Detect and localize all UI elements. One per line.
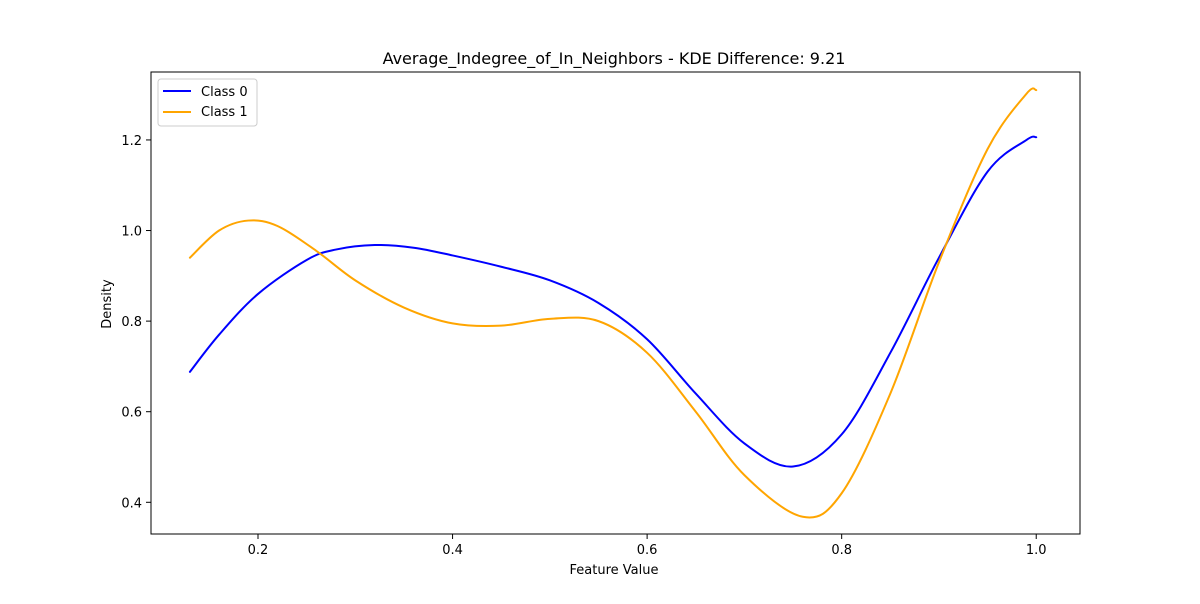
- series-line-class-1: [188, 87, 1038, 519]
- series-layer: [188, 87, 1038, 519]
- y-axis-label: Density: [100, 279, 115, 329]
- y-tick-label: 1.2: [121, 134, 142, 149]
- x-tick-label: 0.6: [637, 543, 658, 558]
- x-tick-label: 1.0: [1026, 543, 1047, 558]
- y-axis-ticks: 0.4 0.6 0.8 1.0 1.2: [121, 134, 151, 511]
- y-tick-label: 0.6: [121, 406, 142, 421]
- plot-area-frame: [150, 71, 1081, 535]
- legend-label-class-1: Class 1: [201, 105, 248, 120]
- series-line-class-0: [188, 135, 1038, 468]
- legend: Class 0 Class 1: [157, 78, 258, 127]
- x-tick-label: 0.8: [831, 543, 852, 558]
- legend-label-class-0: Class 0: [201, 85, 248, 100]
- x-axis-ticks: 0.2 0.4 0.6 0.8 1.0: [248, 534, 1047, 558]
- y-tick-label: 0.8: [121, 315, 142, 330]
- chart-title: Average_Indegree_of_In_Neighbors - KDE D…: [383, 49, 846, 69]
- x-axis-label: Feature Value: [570, 563, 659, 578]
- y-tick-label: 0.4: [121, 496, 142, 511]
- x-tick-label: 0.2: [248, 543, 269, 558]
- x-tick-label: 0.4: [442, 543, 463, 558]
- y-tick-label: 1.0: [121, 225, 142, 240]
